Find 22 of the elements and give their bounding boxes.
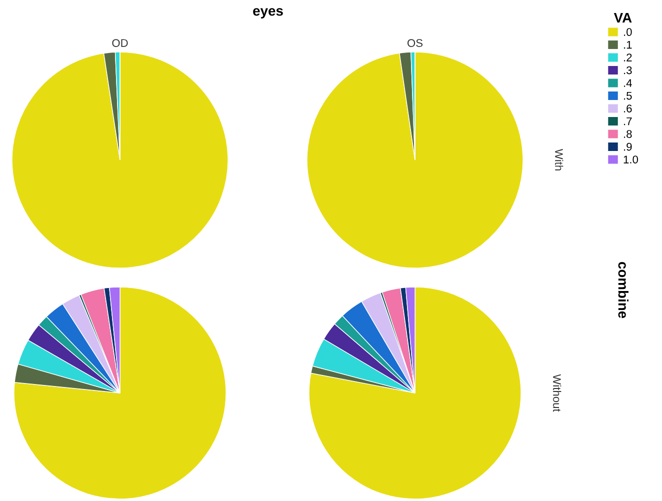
legend-label: .3 [624, 66, 632, 74]
chart-title: OS [408, 39, 423, 47]
text: OD [112, 39, 128, 47]
text: Without [553, 374, 562, 412]
legend-label: 1.0 [624, 156, 638, 164]
legend-label: .9 [624, 142, 632, 151]
pie-slice [14, 286, 226, 500]
legend-title: VA [614, 12, 632, 23]
text: With [555, 148, 564, 170]
legend-label: .4 [624, 79, 632, 87]
pie-slice [12, 52, 228, 268]
legend-label: .8 [624, 130, 632, 138]
text: combine [618, 262, 628, 318]
text: eyes [253, 8, 283, 18]
legend-label: .6 [624, 104, 632, 112]
legend-label: .7 [624, 117, 632, 126]
legend-label: .5 [624, 92, 632, 100]
pie-slice [308, 286, 522, 500]
legend-label: .2 [624, 54, 632, 62]
legend-label: .1 [624, 40, 632, 49]
legend-label: .0 [624, 28, 632, 36]
pie-slice [306, 52, 524, 268]
